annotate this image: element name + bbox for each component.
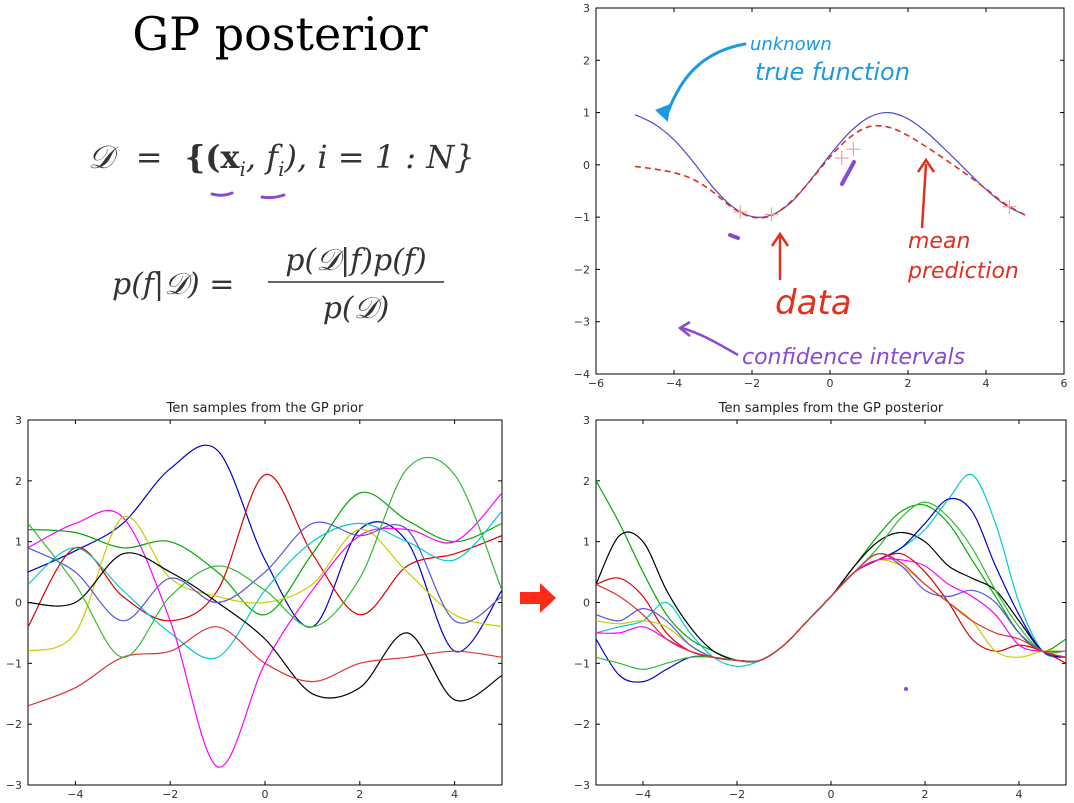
x-tick-label: 0	[828, 788, 835, 801]
eq2-denominator: p(𝒟)	[323, 291, 390, 326]
x-tick-label: −2	[744, 377, 760, 390]
series-line-6	[28, 552, 502, 702]
y-tick-label: 3	[583, 414, 590, 427]
purple-arrow-icon	[681, 326, 739, 357]
eq1-eq: =	[136, 138, 163, 176]
series-line-8	[28, 521, 502, 624]
annotations: unknown true function mean prediction da…	[655, 34, 1019, 691]
y-tick-label: −3	[574, 779, 590, 792]
y-tick-label: 0	[583, 597, 590, 610]
series-line-0	[634, 111, 1026, 218]
slide-title: GP posterior	[132, 7, 427, 61]
annot-unknown: unknown	[750, 34, 832, 55]
x-tick-label: 2	[356, 788, 363, 801]
data-point-marker	[846, 142, 861, 157]
x-tick-label: −2	[729, 788, 745, 801]
eq2-numerator: p(𝒟|f)p(f)	[285, 243, 426, 278]
series-line-9	[28, 456, 502, 658]
y-tick-label: −2	[574, 718, 590, 731]
purple-mark-1	[840, 160, 856, 186]
eq1-sub-i2: i	[278, 157, 284, 181]
y-tick-label: 1	[583, 536, 590, 549]
x-tick-label: −4	[635, 788, 651, 801]
x-tick-label: 0	[262, 788, 269, 801]
series-line-1	[28, 491, 502, 616]
y-tick-label: −1	[574, 657, 590, 670]
blue-arrow-icon	[666, 42, 747, 114]
chart-title: Ten samples from the GP posterior	[718, 401, 944, 416]
y-tick-label: −4	[574, 368, 590, 381]
plot-frame	[595, 7, 1065, 375]
annot-true-function: true function	[755, 58, 910, 86]
y-tick-label: −1	[574, 211, 590, 224]
x-tick-label: 4	[1016, 788, 1023, 801]
x-tick-label: 2	[905, 377, 912, 390]
series-line-0	[28, 444, 502, 653]
annot-confidence: confidence intervals	[742, 345, 965, 370]
dataset-equation: 𝒟 = {(xi, fi), i = 1 : N}	[88, 138, 475, 200]
y-tick-label: 1	[583, 107, 590, 120]
eq2-lhs: p(f|𝒟) =	[112, 267, 234, 302]
gp-posterior-chart: Ten samples from the GP posterior −4 −2 0 2 4…	[574, 401, 1067, 801]
plot-frame	[595, 419, 1067, 786]
eq1-tail: ), i = 1 : N}	[284, 138, 475, 176]
underline-mark-2	[260, 193, 286, 200]
svg-text:𝒟 = {(xi, fi), i: 𝒟 = {(xi, fi), i = 1 : N}	[88, 138, 475, 181]
y-tick-label: 0	[15, 597, 22, 610]
y-tick-label: 0	[583, 159, 590, 172]
y-tick-label: −3	[574, 316, 590, 329]
bayes-equation: p(f|𝒟) = p(𝒟|f)p(f) p(𝒟)	[112, 243, 444, 326]
chart-title: Ten samples from the GP prior	[166, 401, 364, 416]
annot-data: data	[775, 283, 852, 323]
y-tick-label: 2	[583, 475, 590, 488]
x-tick-label: 0	[827, 377, 834, 390]
y-tick-label: −3	[6, 779, 22, 792]
series-line-5	[28, 515, 502, 652]
series-line-7	[28, 626, 502, 707]
right-arrow-icon	[520, 583, 556, 613]
x-tick-label: −4	[67, 788, 83, 801]
x-tick-label: 2	[922, 788, 929, 801]
purple-mark-2	[728, 233, 740, 240]
annot-prediction: prediction	[907, 259, 1019, 284]
purple-dot	[904, 687, 908, 691]
y-tick-label: −2	[574, 263, 590, 276]
eq1-rhs: {(x	[185, 138, 241, 176]
y-tick-label: 2	[15, 475, 22, 488]
y-tick-label: 1	[15, 536, 22, 549]
data-point-marker	[733, 204, 748, 219]
x-tick-label: 4	[451, 788, 458, 801]
annot-mean: mean	[908, 229, 970, 254]
underline-mark-1	[210, 191, 234, 197]
eq1-sub-i: i	[240, 157, 246, 181]
y-tick-label: 2	[583, 54, 590, 67]
x-tick-label: −4	[666, 377, 682, 390]
data-point-marker	[1002, 199, 1017, 214]
y-tick-label: 3	[583, 2, 590, 15]
series-line-2	[28, 474, 502, 628]
data-point-marker	[764, 207, 779, 222]
x-tick-label: 4	[983, 377, 990, 390]
x-tick-label: −6	[588, 377, 604, 390]
data-point-marker	[834, 151, 849, 166]
gp-prior-chart: Ten samples from the GP prior −4 −2 0 2 4 −3 −2…	[6, 401, 503, 801]
series-line-9	[596, 552, 1066, 663]
x-tick-label: 6	[1061, 377, 1068, 390]
y-tick-label: 3	[15, 414, 22, 427]
eq1-lhs: 𝒟	[88, 138, 119, 176]
red-arrow-mean-icon	[920, 163, 928, 229]
x-tick-label: −2	[162, 788, 178, 801]
y-tick-label: −2	[6, 718, 22, 731]
series-line-1	[634, 124, 1026, 219]
eq1-sep: , f	[246, 138, 283, 176]
y-tick-label: −1	[6, 657, 22, 670]
